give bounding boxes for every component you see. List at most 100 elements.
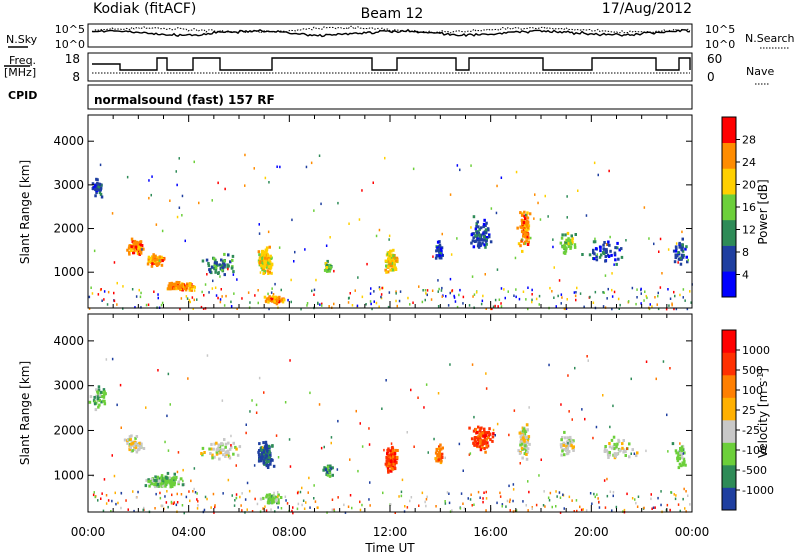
scatter-point	[611, 509, 613, 512]
scatter-point	[514, 256, 517, 260]
scatter-point	[496, 184, 498, 188]
scatter-point	[401, 478, 404, 482]
scatter-point	[276, 165, 278, 168]
scatter-point	[141, 248, 143, 251]
scatter-point	[615, 453, 619, 456]
scatter-point	[478, 238, 481, 242]
scatter-point	[193, 467, 196, 470]
scatter-point	[386, 450, 390, 454]
scatter-point	[512, 499, 514, 503]
scatter-point	[220, 288, 222, 291]
scatter-point	[486, 227, 490, 231]
scatter-point	[193, 487, 195, 491]
scatter-point	[436, 254, 439, 258]
scatter-point	[133, 248, 136, 252]
scatter-point	[93, 402, 97, 406]
scatter-point	[215, 261, 218, 265]
scatter-point	[343, 503, 345, 507]
freq-unit: [MHz]	[4, 66, 36, 79]
scatter-point	[97, 388, 101, 392]
scatter-point	[527, 240, 530, 244]
scatter-point	[145, 478, 148, 482]
scatter-point	[201, 446, 205, 450]
colorbar-tick-label: 28	[742, 134, 756, 147]
scatter-point	[235, 493, 238, 496]
scatter-point	[681, 237, 684, 241]
scatter-point	[485, 238, 488, 241]
scatter-point	[277, 456, 280, 459]
scatter-point	[640, 292, 642, 295]
scatter-point	[127, 246, 131, 250]
scatter-point	[426, 293, 428, 297]
scatter-point	[413, 445, 415, 448]
scatter-point	[531, 288, 533, 292]
scatter-point	[172, 502, 175, 505]
scatter-point	[305, 501, 307, 504]
x-tick-label: 04:00	[171, 525, 206, 539]
scatter-point	[680, 449, 684, 453]
scatter-point	[386, 452, 389, 456]
scatter-point	[484, 450, 487, 454]
scatter-point	[481, 299, 484, 303]
scatter-point	[261, 262, 264, 266]
scatter-point	[158, 255, 162, 259]
scatter-point	[567, 442, 569, 445]
scatter-point	[669, 367, 671, 370]
scatter-point	[527, 435, 531, 439]
scatter-point	[169, 485, 172, 489]
scatter-point	[132, 490, 134, 493]
scatter-point	[174, 477, 177, 481]
scatter-point	[262, 496, 265, 500]
scatter-point	[164, 484, 167, 488]
scatter-point	[213, 511, 215, 514]
scatter-point	[602, 305, 605, 308]
scatter-point	[615, 262, 618, 266]
scatter-point	[476, 444, 479, 448]
scatter-point	[266, 265, 269, 269]
scatter-point	[474, 428, 478, 431]
scatter-point	[640, 287, 642, 291]
scatter-point	[287, 298, 289, 302]
scatter-point	[523, 432, 527, 436]
scatter-point	[683, 451, 686, 455]
scatter-point	[386, 464, 389, 468]
scatter-point	[421, 300, 424, 304]
scatter-point	[686, 260, 689, 264]
scatter-point	[270, 495, 273, 499]
scatter-point	[105, 358, 108, 361]
scatter-point	[490, 207, 493, 210]
scatter-point	[494, 304, 496, 308]
scatter-point	[395, 290, 397, 293]
scatter-point	[193, 160, 195, 164]
colorbar-tick-label: -1000	[742, 484, 774, 497]
scatter-point	[582, 508, 584, 511]
scatter-point	[153, 478, 156, 482]
scatter-point	[390, 262, 394, 265]
cpid-label: CPID	[8, 89, 37, 102]
scatter-point	[347, 301, 350, 304]
scatter-point	[384, 462, 388, 466]
scatter-point	[388, 456, 392, 460]
scatter-point	[471, 504, 473, 507]
scatter-point	[477, 425, 480, 429]
scatter-point	[152, 480, 155, 484]
scatter-point	[215, 452, 219, 456]
scatter-point	[357, 276, 359, 279]
scatter-point	[394, 459, 397, 463]
scatter-point	[267, 265, 271, 269]
scatter-point	[560, 403, 562, 406]
scatter-point	[173, 501, 175, 504]
scatter-point	[211, 199, 213, 202]
scatter-point	[324, 468, 328, 472]
scatter-point	[617, 297, 620, 301]
scatter-point	[277, 493, 280, 497]
scatter-point	[214, 267, 218, 271]
scatter-point	[569, 241, 572, 245]
scatter-point	[472, 236, 475, 240]
scatter-point	[564, 240, 567, 244]
scatter-point	[604, 445, 607, 448]
scatter-point	[131, 441, 135, 445]
scatter-point	[138, 248, 142, 251]
scatter-point	[261, 457, 264, 461]
scatter-point	[379, 288, 381, 291]
